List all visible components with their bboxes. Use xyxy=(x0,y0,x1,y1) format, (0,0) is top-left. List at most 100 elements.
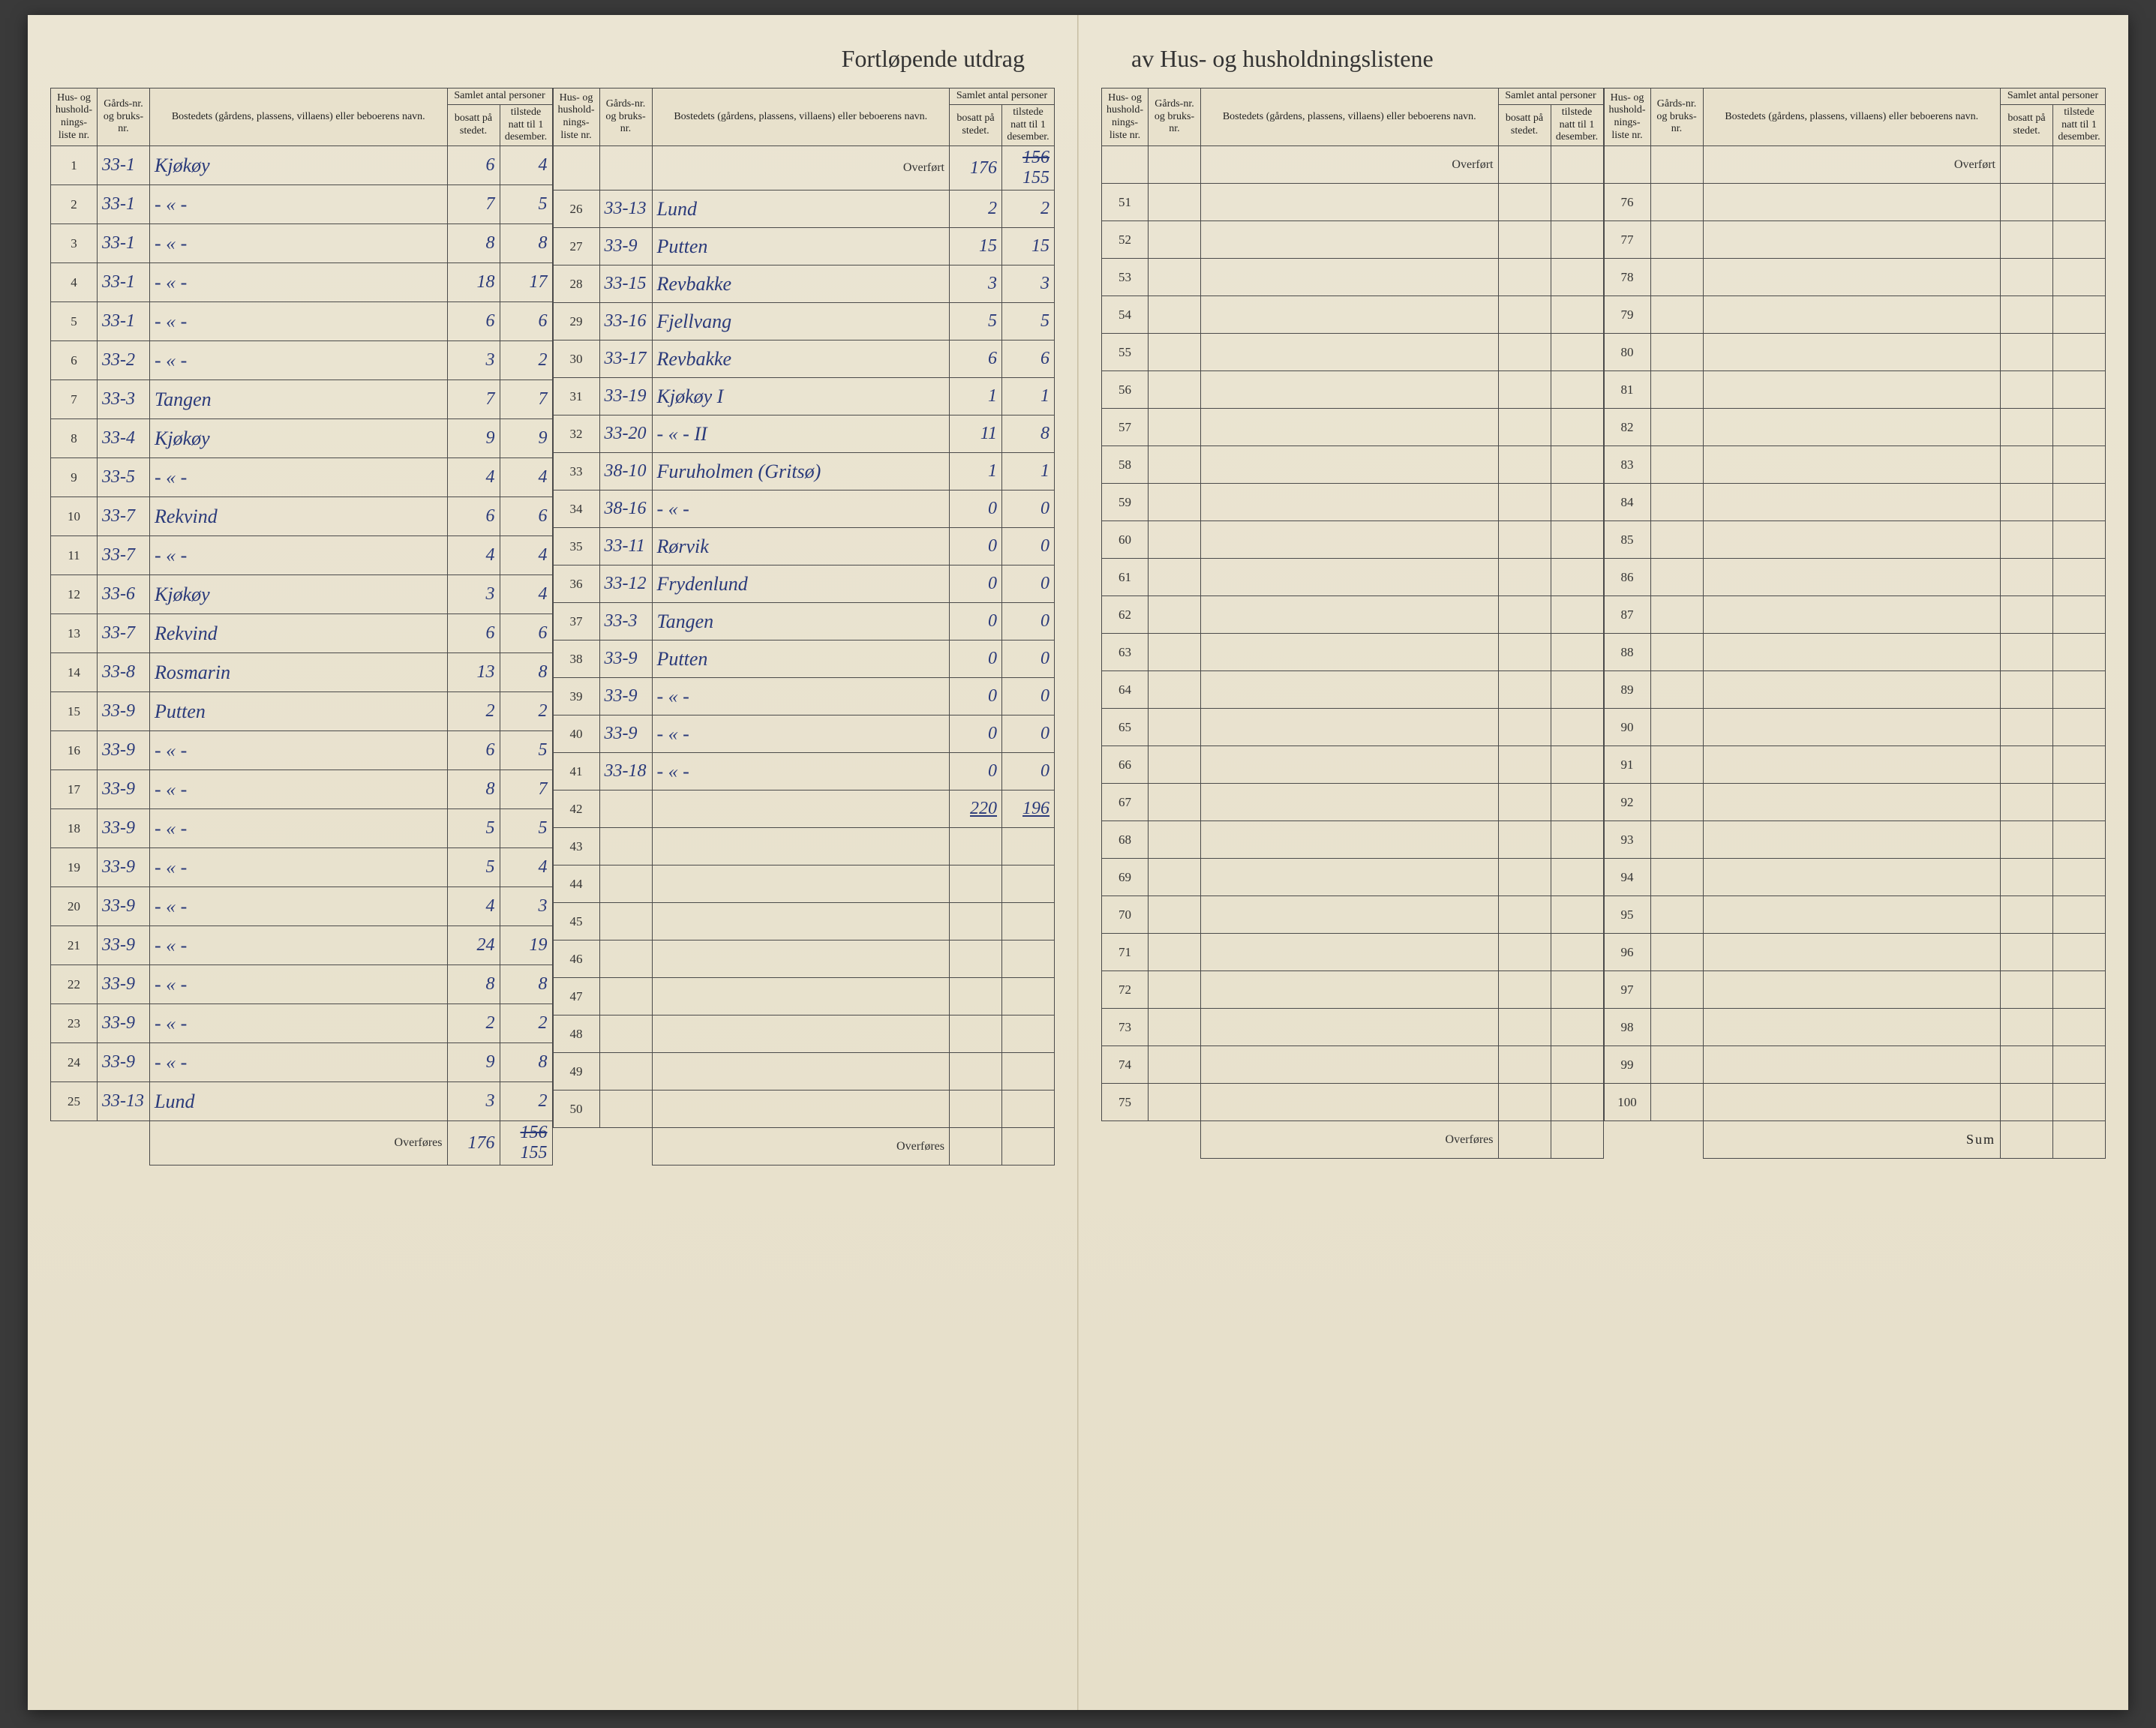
row-number: 69 xyxy=(1102,859,1149,896)
gards-nr xyxy=(1650,184,1703,221)
gards-nr: 33-13 xyxy=(599,190,652,228)
bosatt-count xyxy=(1498,221,1551,259)
row-number: 23 xyxy=(51,1004,98,1043)
table-row: 91 xyxy=(1604,746,2106,784)
gards-nr xyxy=(1149,896,1201,934)
bosted-name: - « - xyxy=(150,263,448,302)
tilstede-count xyxy=(1551,184,1603,221)
bosatt-count xyxy=(2001,484,2053,521)
hdr-rownum: Hus- og hushold-nings-liste nr. xyxy=(51,88,98,146)
row-number: 37 xyxy=(553,603,599,640)
gards-nr: 33-9 xyxy=(98,926,150,965)
row-number: 53 xyxy=(1102,259,1149,296)
bosted-name: Putten xyxy=(150,692,448,731)
bosted-name: - « - xyxy=(652,678,950,716)
bosatt-count: 11 xyxy=(950,416,1002,453)
bosted-name: Putten xyxy=(652,228,950,266)
bosted-name: Kjøkøy xyxy=(150,575,448,614)
row-number: 83 xyxy=(1604,446,1650,484)
bosatt-count xyxy=(2001,409,2053,446)
bosatt-count xyxy=(950,903,1002,940)
table-row: 2033-9- « -43 xyxy=(51,887,553,926)
bosatt-count xyxy=(1498,709,1551,746)
gards-nr: 33-17 xyxy=(599,340,652,378)
gards-nr xyxy=(1149,446,1201,484)
tilstede-count xyxy=(2053,184,2106,221)
tilstede-count xyxy=(2053,671,2106,709)
tilstede-count xyxy=(1551,409,1603,446)
bosatt-count: 9 xyxy=(447,419,500,458)
table-row: 63 xyxy=(1102,634,1604,671)
table-row: 78 xyxy=(1604,259,2106,296)
table-row: 85 xyxy=(1604,521,2106,559)
bosatt-count xyxy=(2001,634,2053,671)
table-row: 72 xyxy=(1102,971,1604,1009)
bosted-name: Fjellvang xyxy=(652,303,950,340)
table-row: 1133-7- « -44 xyxy=(51,536,553,575)
gards-nr xyxy=(599,978,652,1016)
tilstede-count xyxy=(2053,784,2106,821)
bosted-name xyxy=(1703,859,2001,896)
bosatt-count xyxy=(1498,784,1551,821)
tilstede-count xyxy=(2053,334,2106,371)
tilstede-count: 5 xyxy=(1002,303,1055,340)
row-number: 62 xyxy=(1102,596,1149,634)
row-number: 74 xyxy=(1102,1046,1149,1084)
row-number: 35 xyxy=(553,528,599,566)
bosatt-count xyxy=(2001,1009,2053,1046)
row-number: 81 xyxy=(1604,371,1650,409)
tilstede-count: 4 xyxy=(500,458,552,497)
row-number: 100 xyxy=(1604,1084,1650,1121)
tilstede-count xyxy=(1551,859,1603,896)
tilstede-count: 0 xyxy=(1002,640,1055,678)
bosatt-count: 3 xyxy=(447,575,500,614)
row-number: 84 xyxy=(1604,484,1650,521)
bosted-name xyxy=(1201,784,1499,821)
right-page-columns: Hus- og hushold-nings-liste nr. Gårds-nr… xyxy=(1101,88,2106,1159)
row-number: 77 xyxy=(1604,221,1650,259)
row-number: 31 xyxy=(553,378,599,416)
bosatt-count xyxy=(1498,1084,1551,1121)
bosatt-count: 1 xyxy=(950,378,1002,416)
tilstede-count: 8 xyxy=(1002,416,1055,453)
hdr-name: Bostedets (gårdens, plassens, villaens) … xyxy=(1703,88,2001,146)
table-row: 1633-9- « -65 xyxy=(51,731,553,770)
table-row: 67 xyxy=(1102,784,1604,821)
tilstede-count: 0 xyxy=(1002,528,1055,566)
bosted-name: - « - xyxy=(652,490,950,528)
bosted-name: - « - xyxy=(150,770,448,809)
hdr-tilstede: tilstede natt til 1 desember. xyxy=(2053,104,2106,146)
bosted-name: Rekvind xyxy=(150,497,448,536)
bosatt-count: 8 xyxy=(447,224,500,263)
bosatt-count: 4 xyxy=(447,458,500,497)
tilstede-count xyxy=(1002,866,1055,903)
gards-nr: 33-9 xyxy=(98,692,150,731)
bosted-name xyxy=(1201,934,1499,971)
table-row: 90 xyxy=(1604,709,2106,746)
table-row: 2533-13Lund32 xyxy=(51,1082,553,1121)
row-number: 9 xyxy=(51,458,98,497)
tilstede-count xyxy=(2053,559,2106,596)
tilstede-count xyxy=(2053,1009,2106,1046)
bosatt-count xyxy=(950,1090,1002,1128)
bosatt-count xyxy=(2001,259,2053,296)
table-row: 94 xyxy=(1604,859,2106,896)
tilstede-count xyxy=(2053,596,2106,634)
gards-nr xyxy=(1149,184,1201,221)
gards-nr: 33-1 xyxy=(98,146,150,185)
tilstede-count xyxy=(2053,296,2106,334)
gards-nr: 33-11 xyxy=(599,528,652,566)
ledger-body-col4: 7677787980818283848586878889909192939495… xyxy=(1604,184,2106,1121)
table-row: 3933-9- « -00 xyxy=(553,678,1055,716)
bosatt-count: 0 xyxy=(950,566,1002,603)
bosatt-count: 0 xyxy=(950,678,1002,716)
table-row: 3633-12Frydenlund00 xyxy=(553,566,1055,603)
gards-nr xyxy=(1149,634,1201,671)
bosatt-count xyxy=(1498,671,1551,709)
table-row: 2233-9- « -88 xyxy=(51,965,553,1004)
row-number: 29 xyxy=(553,303,599,340)
row-number: 45 xyxy=(553,903,599,940)
bosatt-count: 5 xyxy=(447,809,500,848)
table-row: 47 xyxy=(553,978,1055,1016)
tilstede-count: 8 xyxy=(500,1043,552,1082)
